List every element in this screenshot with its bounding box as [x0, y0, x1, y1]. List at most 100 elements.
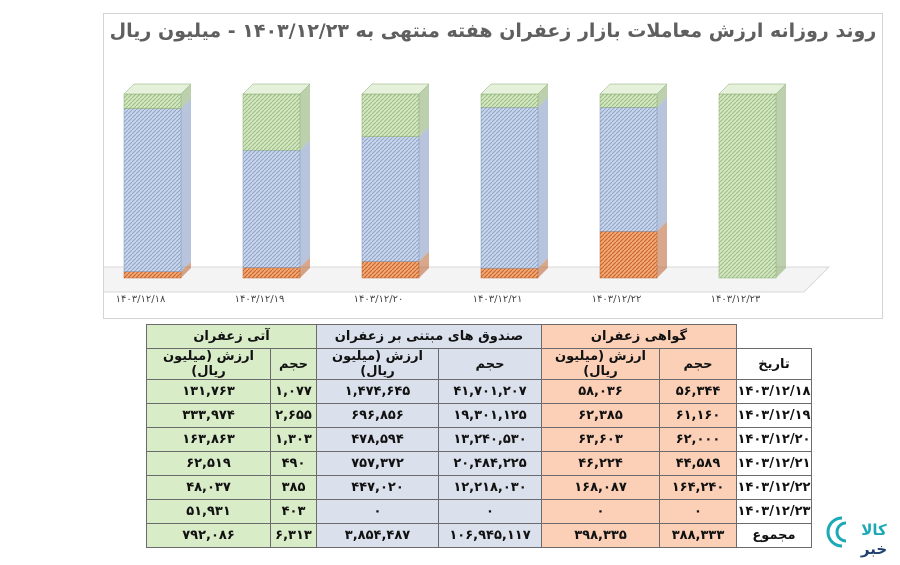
bar-top-cap — [480, 83, 549, 95]
bar-segment-certificate — [599, 231, 658, 279]
bar-side-face — [181, 98, 191, 272]
fut-volume-cell: ۱,۰۷۷ — [270, 379, 317, 404]
bar-side-face — [657, 84, 667, 108]
total-fund-volume: ۱۰۶,۹۴۵,۱۱۷ — [438, 523, 542, 548]
bar-segment-certificate — [361, 261, 420, 279]
header-fut-volume: حجم — [270, 348, 317, 380]
header-certificate: گواهی زعفران — [541, 324, 737, 349]
bar-top-cap — [361, 83, 430, 95]
bar-chart: ۱۴۰۳/۱۲/۱۸ ۱۴۰۳/۱۲/۱۹ ۱۴۰۳/۱۲/۲۰ ۱۴۰۳/۱۲/۲۱… — [104, 83, 831, 305]
x-tick-label: ۱۴۰۳/۱۲/۲۰ — [354, 294, 404, 305]
bar-segment-certificate — [480, 267, 539, 279]
total-label: مجموع — [736, 523, 812, 548]
fut-volume-cell: ۱,۳۰۳ — [270, 427, 317, 452]
total-fut-value: ۷۹۲,۰۸۶ — [146, 523, 271, 548]
bar-side-face — [657, 97, 667, 232]
header-fund-value: ارزش (میلیون ریال) — [316, 348, 439, 380]
fund-value-cell: ۰ — [316, 499, 439, 524]
total-row: مجموع ۳۸۸,۳۳۳ ۳۹۸,۳۳۵ ۱۰۶,۹۴۵,۱۱۷ ۳,۸۵۴,… — [146, 523, 812, 548]
fund-volume-cell: ۴۱,۷۰۱,۲۰۷ — [438, 379, 542, 404]
table-row: ۱۴۰۳/۱۲/۱۹ ۶۱,۱۶۰ ۶۲,۳۸۵ ۱۹,۳۰۱,۱۲۵ ۶۹۶,… — [146, 403, 812, 428]
bar-segment-futures — [361, 93, 420, 137]
chart-bars — [123, 83, 787, 279]
x-tick-label: ۱۴۰۳/۱۲/۱۸ — [116, 294, 166, 305]
x-tick-label: ۱۴۰۳/۱۲/۱۹ — [235, 294, 285, 305]
table-row: ۱۴۰۳/۱۲/۲۱ ۴۴,۵۸۹ ۴۶,۲۲۴ ۲۰,۴۸۴,۲۲۵ ۷۵۷,… — [146, 451, 812, 476]
fund-volume-cell: ۱۹,۳۰۱,۱۲۵ — [438, 403, 542, 428]
cert-value-cell: ۱۶۸,۰۸۷ — [541, 475, 660, 500]
chart-frame: روند روزانه ارزش معاملات بازار زعفران هف… — [103, 13, 883, 319]
fund-volume-cell: ۱۲,۲۱۸,۰۳۰ — [438, 475, 542, 500]
bar-segment-futures — [480, 93, 539, 108]
fut-volume-cell: ۴۰۳ — [270, 499, 317, 524]
fund-volume-cell: ۰ — [438, 499, 542, 524]
table-row: ۱۴۰۳/۱۲/۲۰ ۶۲,۰۰۰ ۶۳,۶۰۳ ۱۳,۲۴۰,۵۳۰ ۴۷۸,… — [146, 427, 812, 452]
bar-top-cap — [718, 83, 787, 95]
fut-value-cell: ۳۳۳,۹۷۴ — [146, 403, 271, 428]
bar-top-cap — [123, 83, 192, 95]
bar-segment-funds — [480, 107, 539, 269]
header-fut-value: ارزش (میلیون ریال) — [146, 348, 271, 380]
fund-volume-cell: ۲۰,۴۸۴,۲۲۵ — [438, 451, 542, 476]
cert-value-cell: ۶۳,۶۰۳ — [541, 427, 660, 452]
bar-side-face — [300, 257, 310, 278]
bar-side-face — [181, 84, 191, 109]
cert-volume-cell: ۶۲,۰۰۰ — [659, 427, 737, 452]
cert-volume-cell: ۰ — [659, 499, 737, 524]
logo-text-top: کالا — [861, 521, 887, 539]
fut-volume-cell: ۴۹۰ — [270, 451, 317, 476]
fut-value-cell: ۴۸,۰۳۷ — [146, 475, 271, 500]
table-row: ۱۴۰۳/۱۲/۲۳ ۰ ۰ ۰ ۰ ۴۰۳ ۵۱,۹۳۱ — [146, 499, 812, 524]
total-cert-value: ۳۹۸,۳۳۵ — [541, 523, 660, 548]
cert-volume-cell: ۴۴,۵۸۹ — [659, 451, 737, 476]
bar-segment-futures — [718, 93, 777, 279]
bar-top-cap — [242, 83, 311, 95]
logo-arc-inner — [835, 521, 847, 543]
bar-side-face — [300, 84, 310, 151]
chart-tick-labels: ۱۴۰۳/۱۲/۱۸ ۱۴۰۳/۱۲/۱۹ ۱۴۰۳/۱۲/۲۰ ۱۴۰۳/۱۲/۲۱… — [116, 294, 761, 305]
fut-value-cell: ۵۱,۹۳۱ — [146, 499, 271, 524]
row-date: ۱۴۰۳/۱۲/۱۸ — [736, 379, 812, 404]
row-date: ۱۴۰۳/۱۲/۲۳ — [736, 499, 812, 524]
cert-value-cell: ۶۲,۳۸۵ — [541, 403, 660, 428]
bar-side-face — [419, 251, 429, 278]
fund-value-cell: ۴۷۸,۵۹۴ — [316, 427, 439, 452]
bar-side-face — [776, 84, 786, 278]
cert-volume-cell: ۵۶,۳۴۴ — [659, 379, 737, 404]
cert-value-cell: ۴۶,۲۲۴ — [541, 451, 660, 476]
fut-value-cell: ۶۲,۵۱۹ — [146, 451, 271, 476]
bar-side-face — [538, 97, 548, 269]
bar-segment-funds — [123, 108, 182, 272]
corner-cell — [736, 324, 812, 349]
header-futures: آتی زعفران — [146, 324, 317, 349]
bar-segment-funds — [242, 149, 301, 268]
bar-segment-futures — [242, 93, 301, 151]
header-cert-value: ارزش (میلیون ریال) — [541, 348, 660, 380]
bar-side-face — [657, 221, 667, 278]
header-cert-volume: حجم — [659, 348, 737, 380]
table-row: ۱۴۰۳/۱۲/۱۸ ۵۶,۳۴۴ ۵۸,۰۳۶ ۴۱,۷۰۱,۲۰۷ ۱,۴۷… — [146, 379, 812, 404]
kala-khabar-logo: کالا خبر — [826, 516, 887, 558]
bar-side-face — [538, 84, 548, 108]
row-date: ۱۴۰۳/۱۲/۲۲ — [736, 475, 812, 500]
cert-volume-cell: ۶۱,۱۶۰ — [659, 403, 737, 428]
chart-title: روند روزانه ارزش معاملات بازار زعفران هف… — [109, 20, 877, 42]
fut-value-cell: ۱۳۱,۷۶۳ — [146, 379, 271, 404]
fund-volume-cell: ۱۳,۲۴۰,۵۳۰ — [438, 427, 542, 452]
table-row: ۱۴۰۳/۱۲/۲۲ ۱۶۴,۲۴۰ ۱۶۸,۰۸۷ ۱۲,۲۱۸,۰۳۰ ۴۴… — [146, 475, 812, 500]
fund-value-cell: ۱,۴۷۴,۶۴۵ — [316, 379, 439, 404]
row-date: ۱۴۰۳/۱۲/۱۹ — [736, 403, 812, 428]
fund-value-cell: ۴۴۷,۰۲۰ — [316, 475, 439, 500]
logo-text-bottom: خبر — [860, 540, 887, 558]
fut-volume-cell: ۳۸۵ — [270, 475, 317, 500]
bar-side-face — [419, 126, 429, 262]
bar-side-face — [300, 140, 310, 268]
total-fut-volume: ۶,۳۱۳ — [270, 523, 317, 548]
fut-volume-cell: ۲,۶۵۵ — [270, 403, 317, 428]
total-cert-volume: ۳۸۸,۳۳۳ — [659, 523, 737, 548]
logo-arc-outer — [826, 516, 843, 548]
fund-value-cell: ۶۹۶,۸۵۶ — [316, 403, 439, 428]
header-fund-volume: حجم — [438, 348, 542, 380]
bar-segment-futures — [123, 93, 182, 109]
row-date: ۱۴۰۳/۱۲/۲۰ — [736, 427, 812, 452]
